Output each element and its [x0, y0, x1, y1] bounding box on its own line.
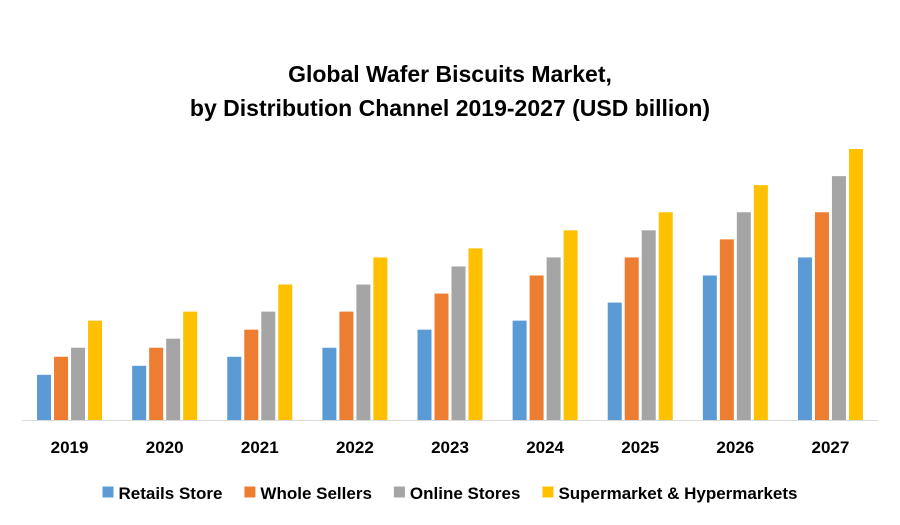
- x-tick-label: 2019: [51, 438, 89, 457]
- legend-item-whole-sellers: Whole Sellers: [244, 484, 372, 503]
- bar-supermarket-hypermarkets-2027: [848, 149, 863, 420]
- legend-swatch: [244, 486, 256, 498]
- bar-online-stores-2021: [261, 311, 276, 420]
- bar-supermarket-hypermarkets-2022: [373, 257, 388, 420]
- chart-title-line-2: by Distribution Channel 2019-2027 (USD b…: [190, 95, 710, 121]
- bar-online-stores-2019: [71, 347, 86, 420]
- bar-retails-store-2025: [607, 302, 622, 420]
- plot-area: [37, 149, 863, 420]
- x-tick-label: 2027: [812, 438, 850, 457]
- bar-supermarket-hypermarkets-2026: [753, 185, 768, 420]
- bar-supermarket-hypermarkets-2023: [468, 248, 483, 420]
- legend-swatch: [393, 486, 405, 498]
- bar-supermarket-hypermarkets-2021: [278, 284, 293, 420]
- x-tick-label: 2026: [716, 438, 754, 457]
- bar-whole-sellers-2022: [339, 311, 354, 420]
- bar-supermarket-hypermarkets-2019: [88, 320, 103, 420]
- bar-whole-sellers-2023: [434, 293, 449, 420]
- bar-retails-store-2027: [797, 257, 812, 420]
- legend-item-online-stores: Online Stores: [393, 484, 521, 503]
- bar-whole-sellers-2025: [624, 257, 639, 420]
- bar-online-stores-2026: [736, 212, 751, 420]
- legend-label: Whole Sellers: [260, 484, 371, 503]
- bar-online-stores-2022: [356, 284, 371, 420]
- legend-item-supermarket-hypermarkets: Supermarket & Hypermarkets: [542, 484, 798, 503]
- chart-title-line-1: Global Wafer Biscuits Market,: [288, 61, 612, 87]
- x-tick-label: 2025: [621, 438, 659, 457]
- bar-retails-store-2023: [417, 329, 432, 420]
- legend-swatch: [542, 486, 554, 498]
- bar-online-stores-2020: [166, 338, 181, 420]
- x-axis-tick-labels: 2019 2020 2021 2022 2023 2024 2025 2026 2027: [51, 438, 850, 457]
- bar-retails-store-2021: [227, 356, 242, 420]
- bar-retails-store-2019: [37, 374, 52, 420]
- bar-retails-store-2020: [132, 365, 147, 420]
- legend-swatch: [102, 486, 114, 498]
- bar-retails-store-2022: [322, 347, 337, 420]
- legend-label: Retails Store: [118, 484, 222, 503]
- bar-online-stores-2024: [546, 257, 561, 420]
- bar-whole-sellers-2024: [529, 275, 544, 420]
- legend-label: Supermarket & Hypermarkets: [558, 484, 797, 503]
- bar-whole-sellers-2021: [244, 329, 259, 420]
- bar-retails-store-2024: [512, 320, 527, 420]
- bar-whole-sellers-2027: [814, 212, 829, 420]
- bar-supermarket-hypermarkets-2025: [658, 212, 673, 420]
- legend: Retails Store Whole Sellers Online Stores S…: [102, 484, 798, 503]
- x-tick-label: 2022: [336, 438, 374, 457]
- bar-whole-sellers-2026: [719, 239, 734, 420]
- bar-online-stores-2023: [451, 266, 466, 420]
- x-tick-label: 2021: [241, 438, 279, 457]
- bar-retails-store-2026: [702, 275, 717, 420]
- x-tick-label: 2023: [431, 438, 469, 457]
- bar-whole-sellers-2020: [149, 347, 164, 420]
- x-tick-label: 2024: [526, 438, 564, 457]
- legend-item-retails-store: Retails Store: [102, 484, 222, 503]
- bar-supermarket-hypermarkets-2020: [183, 311, 198, 420]
- legend-label: Online Stores: [410, 484, 521, 503]
- bar-online-stores-2027: [831, 176, 846, 420]
- bar-supermarket-hypermarkets-2024: [563, 230, 578, 420]
- bar-whole-sellers-2019: [54, 356, 69, 420]
- bar-online-stores-2025: [641, 230, 656, 420]
- x-tick-label: 2020: [146, 438, 184, 457]
